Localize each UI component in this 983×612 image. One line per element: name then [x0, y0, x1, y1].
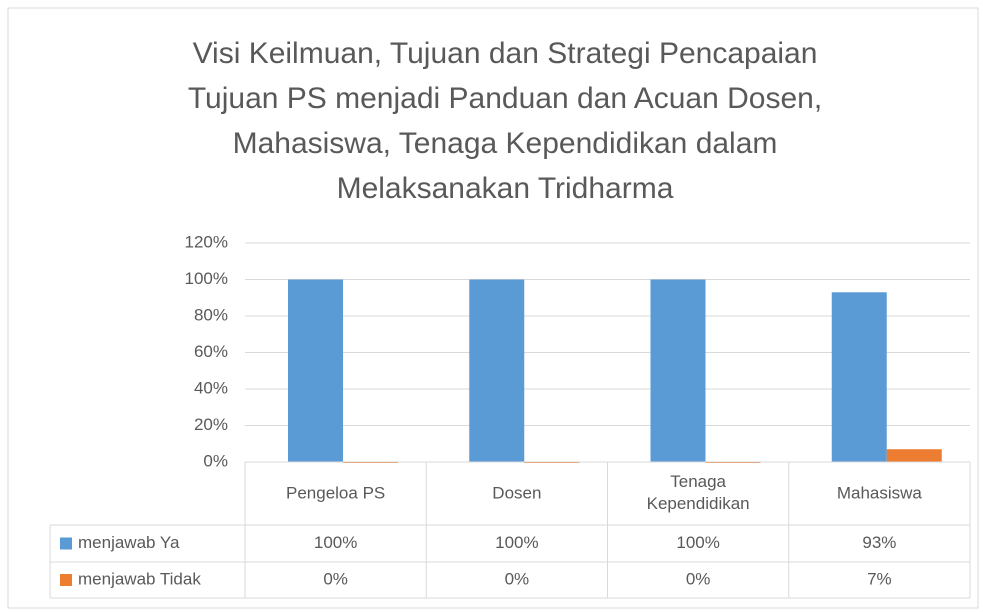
y-tick-label: 60% — [194, 342, 228, 361]
legend-label: menjawab Tidak — [78, 569, 201, 588]
bar — [650, 279, 706, 462]
table-value: 100% — [676, 533, 719, 552]
chart-title: Tujuan PS menjadi Panduan dan Acuan Dose… — [188, 82, 822, 115]
table-value: 100% — [314, 533, 357, 552]
chart-title: Visi Keilmuan, Tujuan dan Strategi Penca… — [193, 37, 818, 70]
table-value: 0% — [505, 569, 530, 588]
chart-border — [7, 7, 979, 609]
y-tick-label: 20% — [194, 415, 228, 434]
bar — [831, 292, 887, 462]
table-value: 93% — [862, 533, 896, 552]
bar — [469, 279, 525, 462]
y-tick-label: 100% — [185, 269, 228, 288]
legend-key — [60, 574, 72, 586]
x-tick-label-line: Kependidikan — [647, 494, 750, 513]
x-tick-label: Mahasiswa — [837, 483, 923, 502]
x-tick-label: Dosen — [492, 483, 541, 502]
table-value: 100% — [495, 533, 538, 552]
table-value: 0% — [323, 569, 348, 588]
table-value: 7% — [867, 569, 892, 588]
y-tick-label: 120% — [185, 232, 228, 251]
legend-label: menjawab Ya — [78, 533, 180, 552]
chart-title: Mahasiswa, Tenaga Kependidikan dalam — [233, 127, 778, 160]
y-tick-label: 0% — [203, 451, 228, 470]
legend-key — [60, 537, 72, 550]
bar — [288, 279, 343, 462]
x-tick-label: Pengeloa PS — [286, 483, 385, 502]
y-tick-label: 40% — [194, 378, 228, 397]
x-tick-label: Tenaga Kependidikan — [647, 472, 750, 513]
table-value: 0% — [686, 569, 711, 588]
x-tick-label-line: Tenaga — [670, 472, 726, 491]
bar — [886, 449, 942, 462]
y-tick-label: 80% — [194, 305, 228, 324]
chart-title: Melaksanakan Tridharma — [337, 172, 674, 205]
